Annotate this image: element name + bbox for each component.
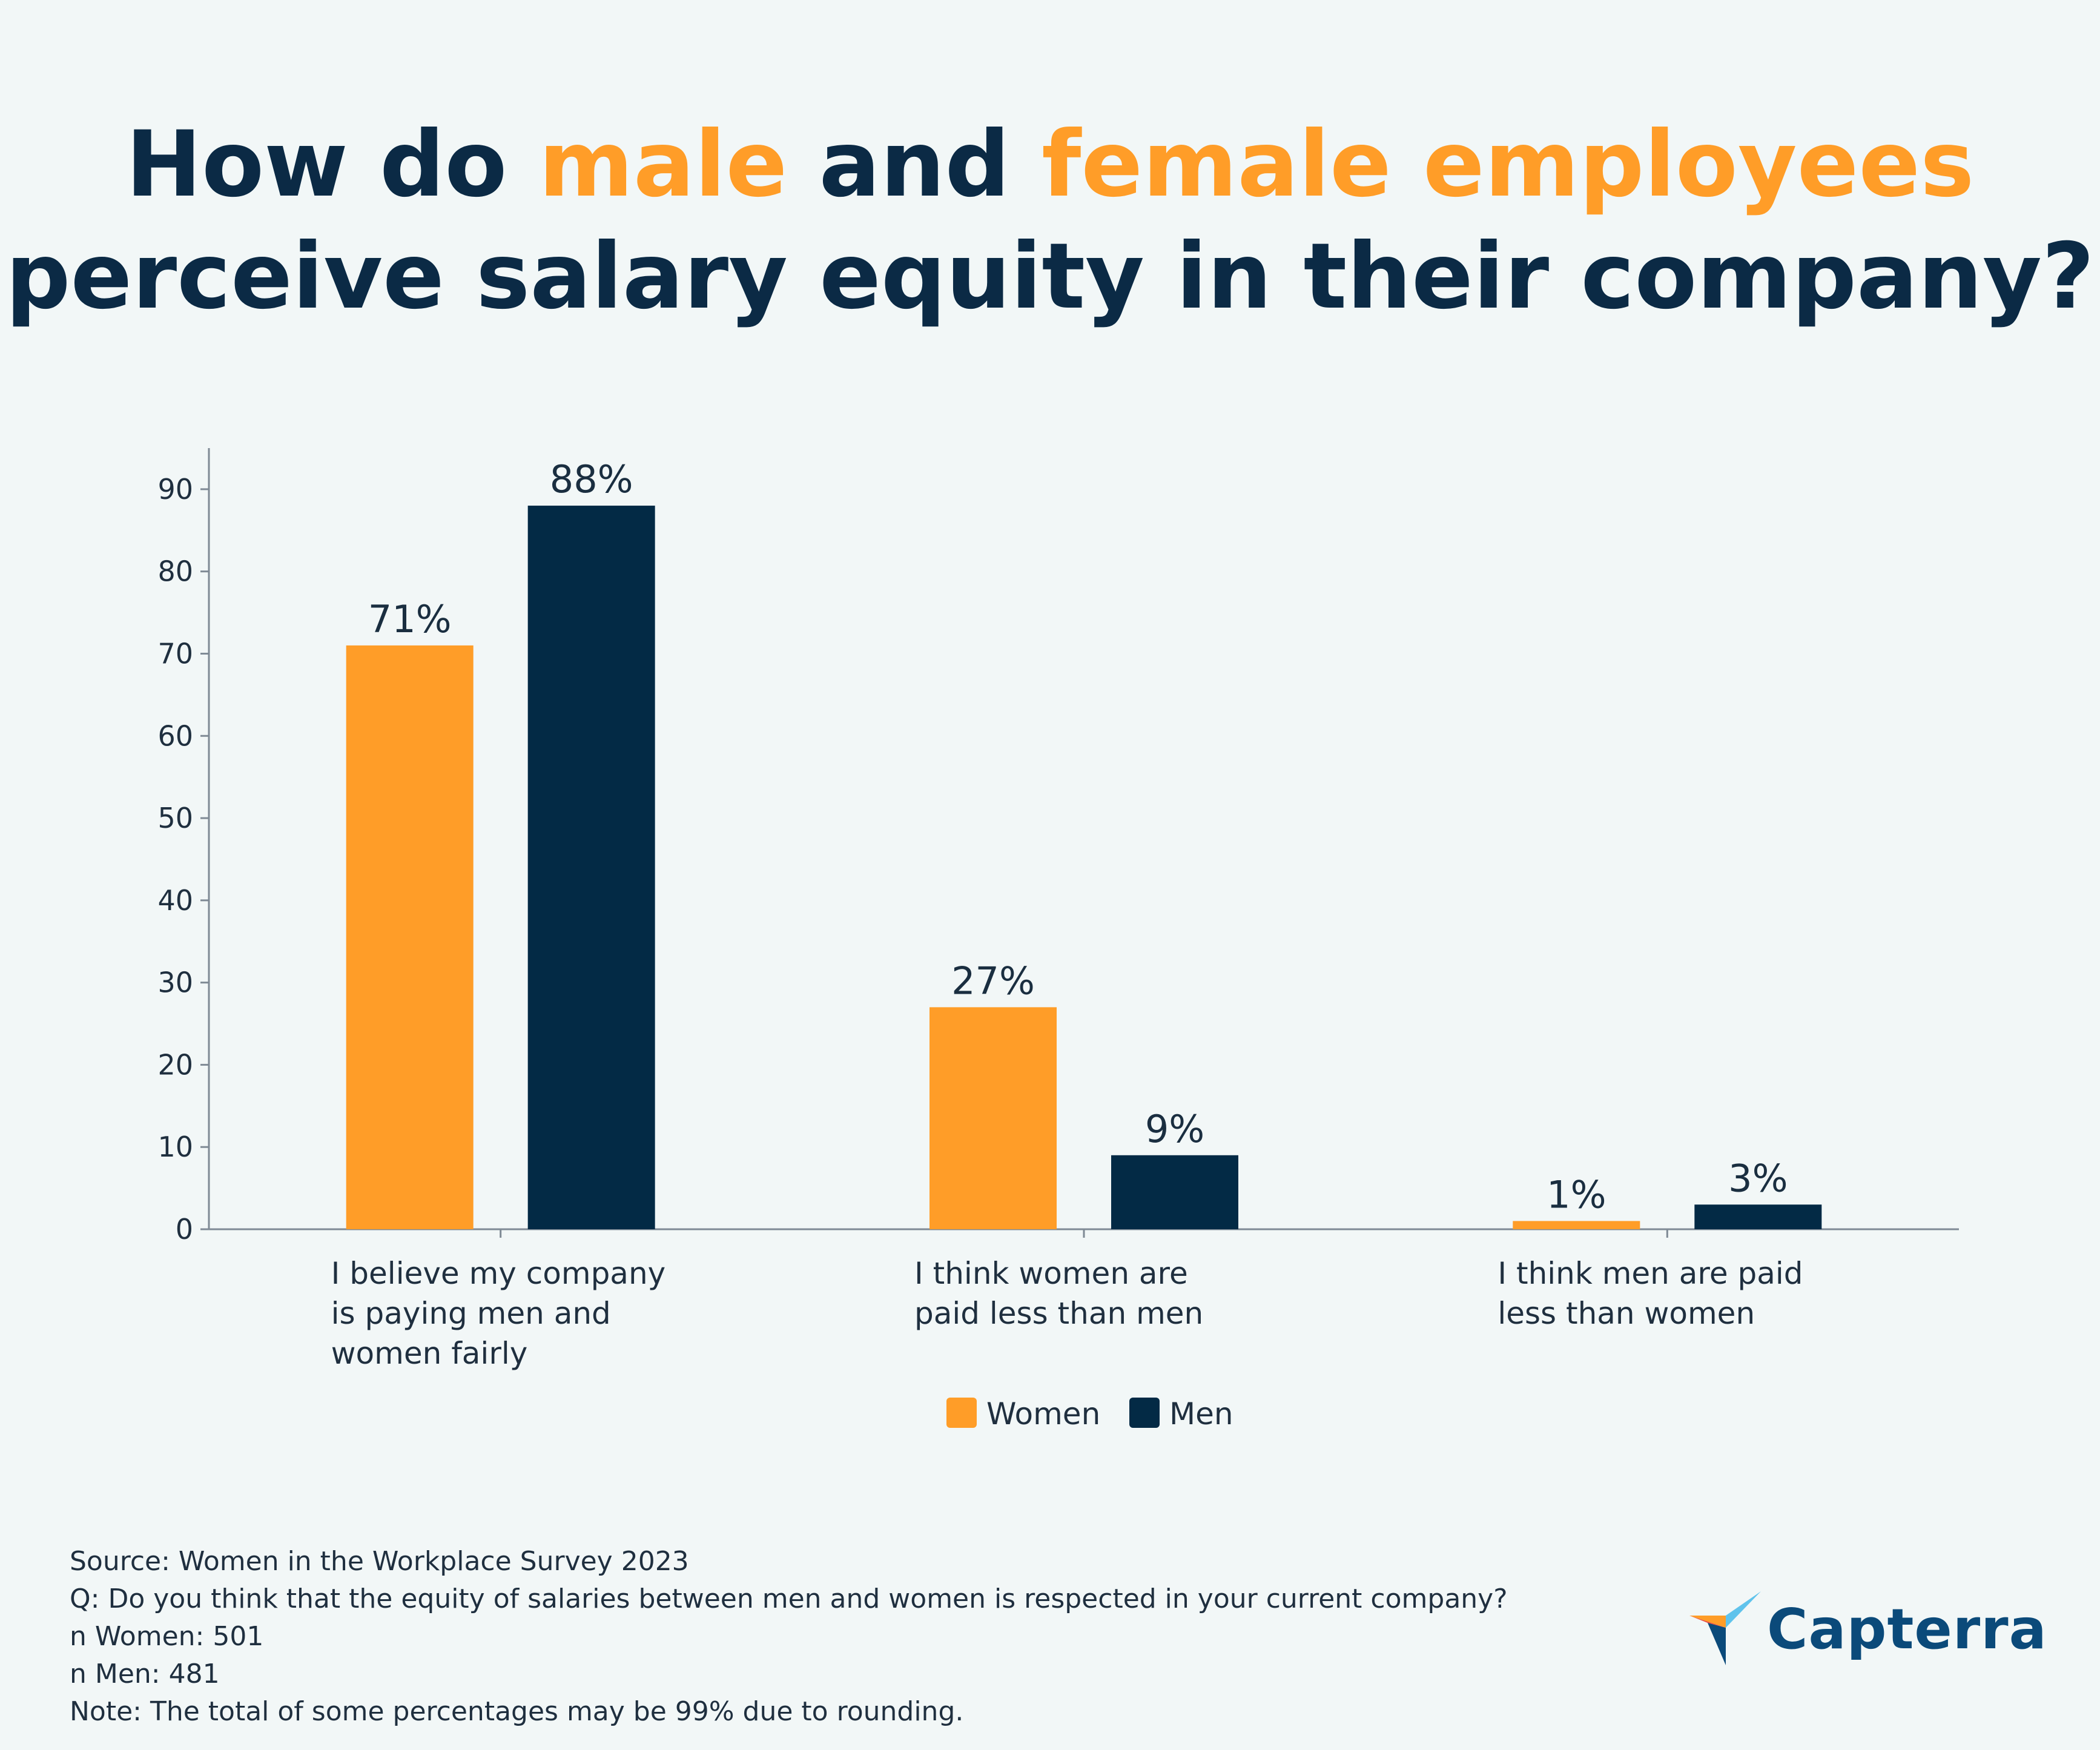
x-category-label-line: I think men are paid bbox=[1497, 1256, 1803, 1291]
title-highlight-female-employees: female employees bbox=[1042, 112, 1975, 217]
y-tick-label: 10 bbox=[157, 1131, 193, 1163]
x-category-label-line: is paying men and bbox=[331, 1296, 611, 1331]
x-category-label-line: less than women bbox=[1497, 1296, 1755, 1331]
data-label-women: 1% bbox=[1547, 1172, 1606, 1217]
title-line-2: perceive salary equity in their company? bbox=[5, 224, 2095, 329]
capterra-logo: Capterra bbox=[1689, 1590, 2047, 1668]
y-tick-label: 50 bbox=[157, 802, 193, 834]
legend-swatch-women bbox=[946, 1398, 977, 1428]
legend-swatch-men bbox=[1129, 1398, 1160, 1428]
data-label-women: 71% bbox=[368, 597, 452, 641]
bar-men bbox=[1694, 1204, 1822, 1229]
title-highlight-male: male bbox=[538, 112, 788, 217]
y-tick-label: 60 bbox=[157, 719, 193, 752]
y-tick-label: 40 bbox=[157, 884, 193, 917]
legend-label-women: Women bbox=[986, 1396, 1100, 1431]
x-category-label-line: I believe my company bbox=[331, 1256, 666, 1291]
footnote-question: Q: Do you think that the equity of salar… bbox=[70, 1583, 1508, 1614]
chart-axes: 0 10 20 30 40 50 60 70 80 90 I believe my company i… bbox=[157, 448, 1959, 1371]
data-label-men: 9% bbox=[1145, 1107, 1204, 1151]
chart-bars: 71% 88% 27% 9% 1% 3% bbox=[346, 457, 1822, 1229]
y-tick-label: 90 bbox=[157, 473, 193, 506]
title-line-1: How do male and female employees bbox=[125, 112, 1975, 217]
bar-women bbox=[1513, 1221, 1640, 1229]
footnote-source: Source: Women in the Workplace Survey 20… bbox=[70, 1546, 689, 1577]
x-category-label: I think men are paid less than women bbox=[1497, 1256, 1803, 1331]
y-tick-label: 20 bbox=[157, 1048, 193, 1081]
bar-men bbox=[527, 506, 655, 1229]
y-tick-label: 0 bbox=[176, 1213, 193, 1246]
footnote-note: Note: The total of some percentages may … bbox=[70, 1696, 964, 1727]
x-category-label: I think women are paid less than men bbox=[914, 1256, 1203, 1331]
y-tick-label: 80 bbox=[157, 555, 193, 588]
data-label-women: 27% bbox=[951, 959, 1035, 1003]
y-tick-label: 70 bbox=[157, 637, 193, 670]
x-category-label-line: paid less than men bbox=[914, 1296, 1203, 1331]
chart-title: How do male and female employees perceiv… bbox=[0, 109, 2100, 333]
capterra-logo-icon bbox=[1689, 1591, 1761, 1665]
data-label-men: 3% bbox=[1728, 1156, 1788, 1200]
footnote-n-men: n Men: 481 bbox=[70, 1659, 220, 1689]
footnote-n-women: n Women: 501 bbox=[70, 1621, 264, 1652]
data-label-men: 88% bbox=[550, 457, 633, 501]
capterra-wordmark: Capterra bbox=[1767, 1596, 2047, 1662]
bar-women bbox=[929, 1007, 1057, 1229]
x-category-label: I believe my company is paying men and wom… bbox=[331, 1256, 666, 1371]
bar-chart: 0 10 20 30 40 50 60 70 80 90 I believe my company i… bbox=[157, 448, 1959, 1431]
x-category-label-line: women fairly bbox=[331, 1336, 528, 1371]
chart-legend: Women Men bbox=[946, 1396, 1233, 1431]
legend-label-men: Men bbox=[1169, 1396, 1233, 1431]
bar-men bbox=[1111, 1155, 1238, 1229]
x-category-label-line: I think women are bbox=[914, 1256, 1188, 1291]
bar-women bbox=[346, 645, 474, 1229]
footnotes: Source: Women in the Workplace Survey 20… bbox=[70, 1543, 1508, 1731]
y-tick-label: 30 bbox=[157, 966, 193, 999]
